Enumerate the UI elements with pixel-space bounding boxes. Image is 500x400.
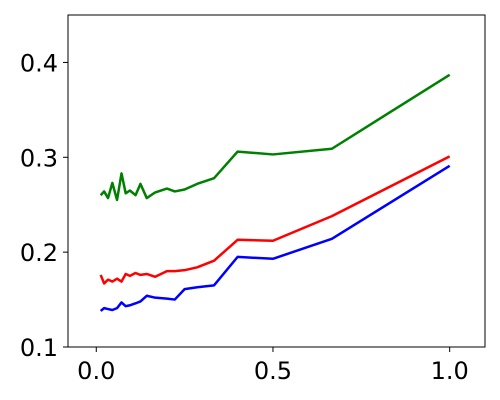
plot-frame xyxy=(67,14,486,348)
series-layer xyxy=(99,73,451,312)
x-tick-label: 1.0 xyxy=(431,357,469,385)
y-tick-label: 0.4 xyxy=(20,49,58,77)
x-tick-label: 0.5 xyxy=(254,357,292,385)
series-line-3 xyxy=(99,164,451,312)
y-tick-label: 0.3 xyxy=(20,144,58,172)
series-line-1 xyxy=(99,73,451,202)
x-tick-label: 0.0 xyxy=(77,357,115,385)
y-tick-label: 0.1 xyxy=(20,334,58,362)
y-tick-label: 0.2 xyxy=(20,239,58,267)
series-line-2 xyxy=(99,155,451,285)
axes-layer: 0.0 0.5 1.0 0.1 0.2 0.3 0.4 xyxy=(20,14,486,385)
